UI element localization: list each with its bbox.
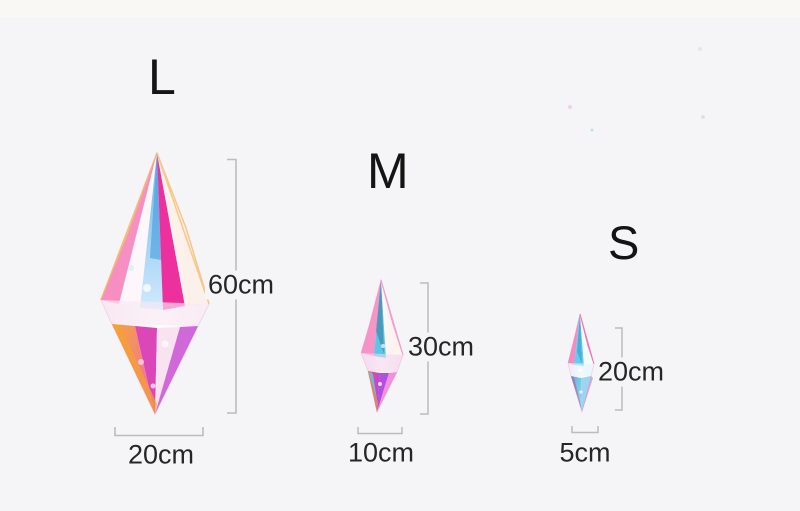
width-bracket-m xyxy=(357,427,403,435)
dust-speck xyxy=(590,128,594,132)
size-label-s: S xyxy=(608,216,640,269)
width-dimension-m: 10cm xyxy=(347,437,415,468)
height-dimension-m: 30cm xyxy=(404,332,478,362)
dust-speck xyxy=(698,47,702,51)
dust-speck xyxy=(701,115,705,119)
size-label-l: L xyxy=(148,49,176,105)
width-dimension-s: 5cm xyxy=(559,437,611,468)
height-dimension-s: 20cm xyxy=(594,357,668,387)
crystal-l-image xyxy=(100,151,210,416)
width-bracket-s xyxy=(571,426,599,434)
crystal-s-image xyxy=(567,313,595,414)
crystal-m-image xyxy=(360,278,404,414)
top-band xyxy=(0,0,800,18)
width-bracket-l xyxy=(114,427,204,437)
dust-speck xyxy=(568,105,572,109)
height-dimension-l: 60cm xyxy=(204,270,278,300)
width-dimension-l: 20cm xyxy=(127,439,195,470)
size-label-m: M xyxy=(367,143,409,199)
